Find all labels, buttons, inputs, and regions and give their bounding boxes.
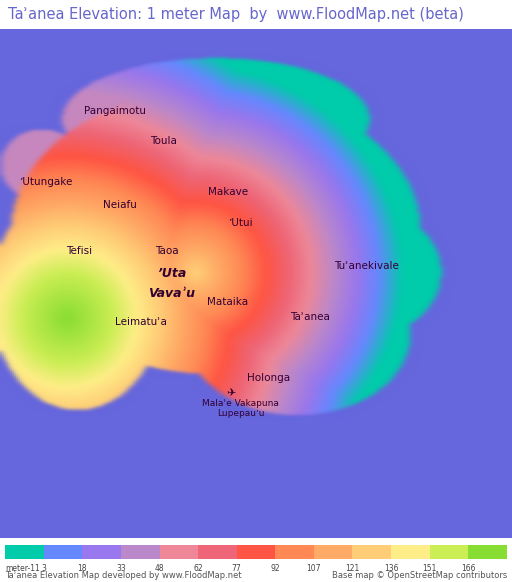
- Text: meter-11: meter-11: [5, 563, 40, 573]
- Text: Tuʾanekivale: Tuʾanekivale: [334, 261, 398, 271]
- Bar: [44, 545, 82, 559]
- Bar: [391, 545, 430, 559]
- Text: 121: 121: [346, 563, 359, 573]
- Text: Base map © OpenStreetMap contributors: Base map © OpenStreetMap contributors: [332, 572, 507, 580]
- Text: 166: 166: [461, 563, 476, 573]
- Text: Vavaʾu: Vavaʾu: [148, 288, 195, 300]
- Text: Tefisi: Tefisi: [66, 246, 93, 255]
- Text: ʼUtungake: ʼUtungake: [19, 177, 73, 187]
- Bar: [82, 545, 121, 559]
- Text: Taoa: Taoa: [155, 246, 178, 255]
- Text: 136: 136: [384, 563, 398, 573]
- Bar: [237, 545, 275, 559]
- Text: 151: 151: [422, 563, 437, 573]
- Text: Taʾanea: Taʾanea: [290, 312, 330, 322]
- Text: 107: 107: [307, 563, 321, 573]
- Text: Taʾanea Elevation: 1 meter Map  by  www.FloodMap.net (beta): Taʾanea Elevation: 1 meter Map by www.Fl…: [8, 7, 463, 22]
- Text: 3: 3: [41, 563, 46, 573]
- Text: Holonga: Holonga: [247, 373, 290, 383]
- Text: 77: 77: [232, 563, 242, 573]
- Text: 48: 48: [155, 563, 164, 573]
- Text: Pangaimotu: Pangaimotu: [84, 105, 146, 116]
- Bar: [5, 545, 44, 559]
- Text: Toula: Toula: [151, 136, 177, 146]
- Bar: [198, 545, 237, 559]
- Bar: [275, 545, 314, 559]
- Text: Mataika: Mataika: [207, 297, 248, 307]
- Bar: [430, 545, 468, 559]
- Text: Malaʾe Vakapuna
Lupepauʼu: Malaʾe Vakapuna Lupepauʼu: [202, 399, 279, 418]
- Text: 33: 33: [116, 563, 126, 573]
- Text: Leimatuʾa: Leimatuʾa: [115, 317, 167, 327]
- Bar: [352, 545, 391, 559]
- Text: 62: 62: [194, 563, 203, 573]
- Text: ✈: ✈: [227, 388, 236, 398]
- Bar: [121, 545, 160, 559]
- Text: 18: 18: [77, 563, 87, 573]
- Bar: [160, 545, 198, 559]
- Text: Neiafu: Neiafu: [103, 200, 137, 210]
- Bar: [314, 545, 352, 559]
- Text: ʼUta: ʼUta: [157, 267, 186, 280]
- Text: ʼUtui: ʼUtui: [228, 218, 253, 228]
- Text: 92: 92: [270, 563, 280, 573]
- Bar: [468, 545, 507, 559]
- Text: Makave: Makave: [208, 187, 248, 197]
- Text: Taʾanea Elevation Map developed by www.FloodMap.net: Taʾanea Elevation Map developed by www.F…: [5, 572, 242, 580]
